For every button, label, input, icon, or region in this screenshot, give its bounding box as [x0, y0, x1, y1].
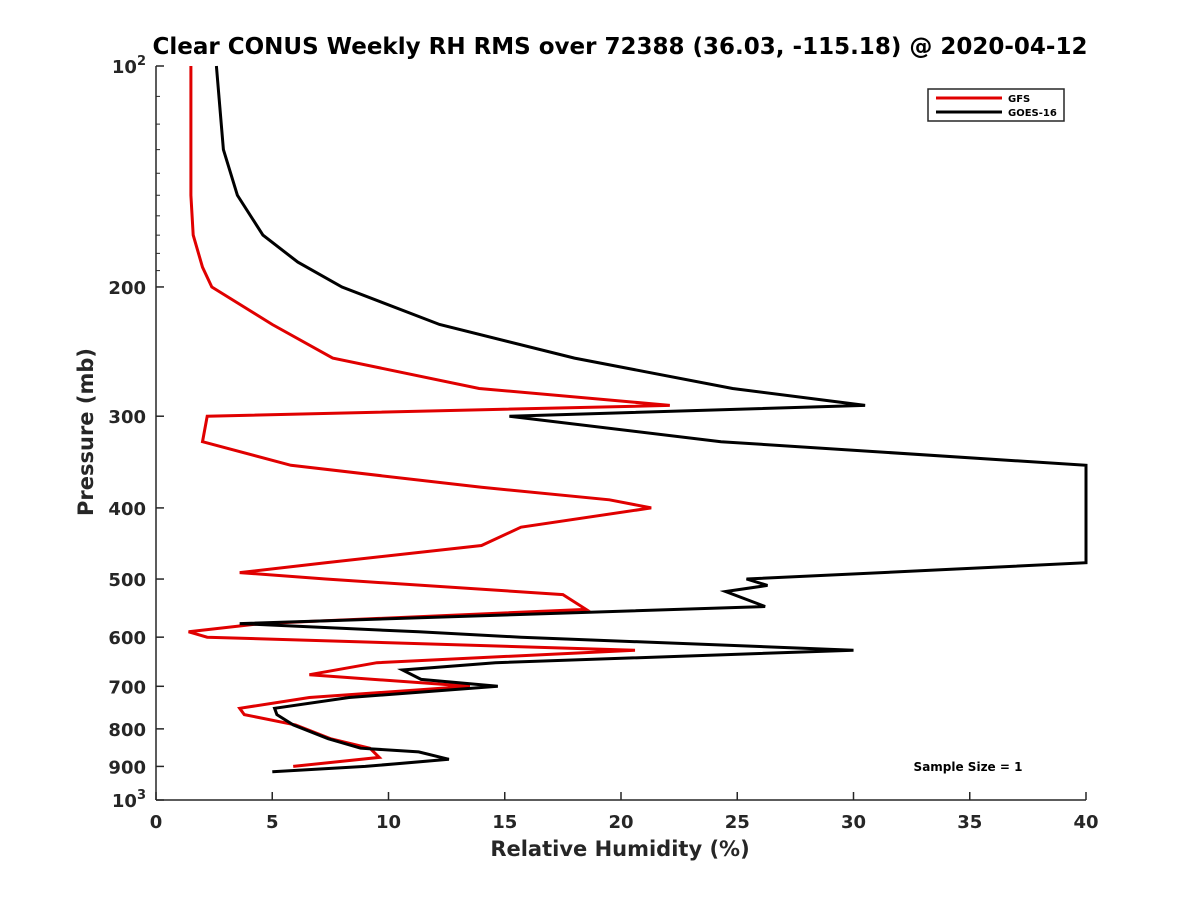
- x-tick-label: 40: [1073, 812, 1098, 833]
- y-tick-label: 500: [108, 570, 146, 591]
- series-lines: [188, 65, 1088, 774]
- legend: GFS GOES-16: [927, 88, 1065, 122]
- x-axis-label: Relative Humidity (%): [490, 837, 749, 861]
- x-tick-label: 10: [376, 812, 401, 833]
- sample-size-annotation: Sample Size = 1: [914, 760, 1023, 774]
- legend-label: GFS: [1008, 94, 1030, 105]
- y-tick-label: 300: [108, 407, 146, 428]
- series-line-goes-16: [214, 65, 1088, 774]
- series-line-gfs: [188, 66, 670, 768]
- x-tick-label: 25: [725, 812, 750, 833]
- legend-box: [927, 88, 1065, 122]
- chart-title: Clear CONUS Weekly RH RMS over 72388 (36…: [153, 34, 1088, 60]
- y-tick-label: 400: [108, 499, 146, 520]
- x-tick-label: 0: [150, 812, 163, 833]
- y-tick-label: 200: [108, 278, 146, 299]
- y-axis-label: Pressure (mb): [74, 348, 98, 516]
- y-tick-label: 600: [108, 628, 146, 649]
- ticks: 0 5 10 15 20 25 30 35 40102200300400500600700800…: [108, 54, 1098, 833]
- x-tick-label: 15: [492, 812, 517, 833]
- y-tick-label: 800: [108, 720, 146, 741]
- x-tick-label: 30: [841, 812, 866, 833]
- x-tick-label: 35: [957, 812, 982, 833]
- legend-label: GOES-16: [1008, 108, 1057, 119]
- y-tick-label: 700: [108, 677, 146, 698]
- y-tick-label: 900: [108, 757, 146, 778]
- x-tick-label: 5: [266, 812, 279, 833]
- x-tick-label: 20: [608, 812, 633, 833]
